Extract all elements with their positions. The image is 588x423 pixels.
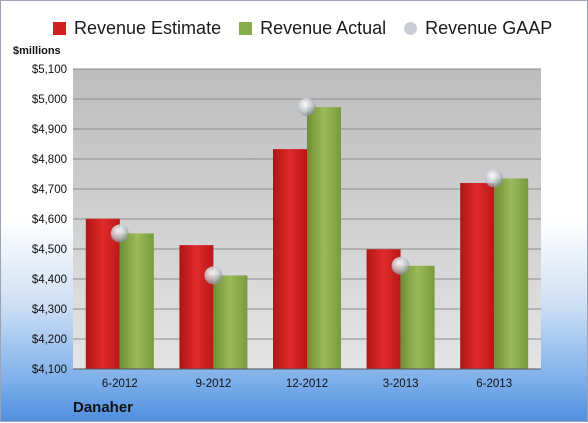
- bar-revenue-estimate: [179, 245, 214, 369]
- legend-label-estimate: Revenue Estimate: [74, 17, 222, 38]
- y-tick-label: $4,300: [32, 304, 67, 316]
- bar-revenue-actual: [119, 233, 154, 369]
- legend-swatch-actual: [239, 21, 253, 35]
- y-tick-label: $4,400: [32, 274, 67, 286]
- y-unit-label: $millions: [13, 45, 61, 57]
- legend-item-actual: Revenue Actual: [239, 18, 386, 39]
- y-tick-label: $5,000: [32, 94, 67, 106]
- y-tick-label: $4,900: [32, 124, 67, 136]
- legend-label-actual: Revenue Actual: [260, 17, 387, 38]
- x-axis-ticks: 6-2012 9-2012 12-2012 3-2013 6-2013: [102, 378, 512, 390]
- gaap-markers: [110, 98, 504, 285]
- legend-item-estimate: Revenue Estimate: [53, 18, 221, 39]
- y-tick-label: $4,200: [32, 334, 67, 346]
- gaap-marker: [298, 98, 316, 117]
- gaap-marker: [110, 224, 129, 243]
- gaap-marker: [391, 256, 410, 275]
- y-tick-label: $4,600: [32, 214, 67, 226]
- bar-revenue-actual: [494, 178, 529, 369]
- x-tick-label: 6-2013: [476, 378, 512, 390]
- x-tick-label: 9-2012: [195, 378, 231, 390]
- legend-swatch-estimate: [53, 21, 66, 35]
- gaap-marker: [485, 169, 504, 188]
- bar-revenue-actual: [213, 275, 248, 369]
- legend-label-gaap: Revenue GAAP: [425, 17, 553, 38]
- x-tick-label: 12-2012: [286, 378, 328, 390]
- company-name: Danaher: [73, 399, 134, 416]
- legend: Revenue Estimate Revenue Actual Revenue …: [53, 15, 570, 41]
- x-tick-label: 3-2013: [383, 378, 419, 390]
- y-tick-label: $4,700: [32, 184, 67, 196]
- bar-revenue-actual: [307, 107, 341, 369]
- bar-revenue-estimate: [460, 183, 495, 369]
- y-tick-label: $4,800: [32, 154, 67, 166]
- y-axis-ticks: $4,100 $4,200 $4,300 $4,400 $4,500 $4,600 $4,7…: [32, 64, 67, 376]
- legend-swatch-gaap: [404, 21, 418, 35]
- y-tick-label: $4,100: [32, 364, 67, 376]
- bar-revenue-estimate: [85, 218, 120, 369]
- y-tick-label: $4,500: [32, 244, 67, 256]
- y-tick-label: $5,100: [32, 64, 67, 76]
- bars: [85, 107, 529, 369]
- x-tick-label: 6-2012: [102, 378, 138, 390]
- gaap-marker: [204, 266, 223, 285]
- bar-revenue-estimate: [273, 149, 307, 369]
- legend-item-gaap: Revenue GAAP: [404, 18, 552, 39]
- bar-revenue-actual: [400, 265, 435, 369]
